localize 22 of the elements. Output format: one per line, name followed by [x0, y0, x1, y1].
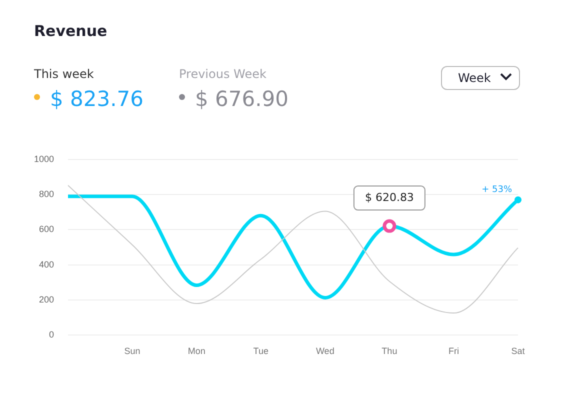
text: Previous Week [179, 67, 266, 81]
y-tick-label: 200 [38, 294, 54, 305]
x-tick-label: Sat [511, 346, 526, 356]
y-tick-label: 800 [38, 189, 54, 200]
annotation: + 53% [482, 185, 512, 196]
x-tick-label: Mon [188, 346, 206, 356]
text: $ 823.76 [50, 87, 144, 111]
text: This week [34, 67, 94, 81]
y-tick-label: 1000 [34, 154, 54, 164]
dropdown-button: Week [441, 66, 520, 90]
data-label: $ 620.83 [364, 190, 414, 204]
x-tick-label: Thu [382, 346, 398, 356]
chart-title: Revenue [34, 22, 108, 40]
y-tick-label: 400 [38, 259, 54, 270]
y-tick-label: 600 [38, 224, 54, 234]
line-series [68, 184, 518, 314]
text: $ 676.90 [195, 87, 289, 111]
x-tick-label: Wed [316, 346, 334, 356]
x-tick-label: Tue [253, 346, 268, 356]
x-tick-label: Fri [448, 346, 459, 356]
y-tick-label: 0 [49, 330, 54, 340]
x-tick-label: Sun [124, 346, 140, 356]
